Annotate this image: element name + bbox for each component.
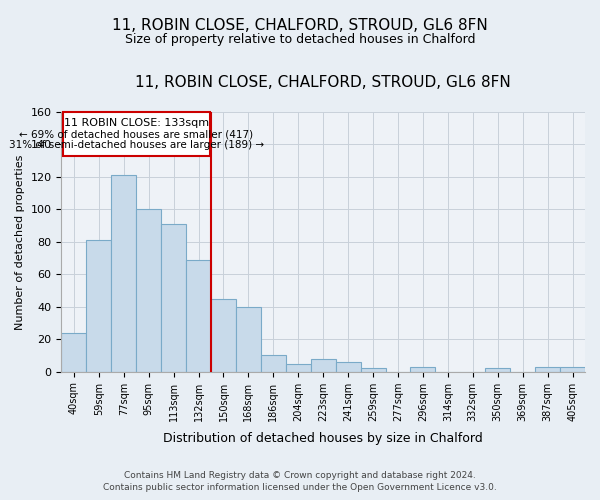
Text: ← 69% of detached houses are smaller (417): ← 69% of detached houses are smaller (41… bbox=[19, 129, 253, 139]
Bar bbox=[485, 368, 510, 372]
Bar bbox=[62, 112, 210, 156]
Bar bbox=[236, 306, 261, 372]
Bar bbox=[535, 367, 560, 372]
Text: Contains HM Land Registry data © Crown copyright and database right 2024.: Contains HM Land Registry data © Crown c… bbox=[124, 471, 476, 480]
Bar bbox=[560, 367, 585, 372]
Bar bbox=[311, 358, 335, 372]
Text: 11, ROBIN CLOSE, CHALFORD, STROUD, GL6 8FN: 11, ROBIN CLOSE, CHALFORD, STROUD, GL6 8… bbox=[112, 18, 488, 32]
X-axis label: Distribution of detached houses by size in Chalford: Distribution of detached houses by size … bbox=[163, 432, 483, 445]
Text: Size of property relative to detached houses in Chalford: Size of property relative to detached ho… bbox=[125, 32, 475, 46]
Bar bbox=[136, 210, 161, 372]
Bar bbox=[186, 260, 211, 372]
Y-axis label: Number of detached properties: Number of detached properties bbox=[15, 154, 25, 330]
Text: 11 ROBIN CLOSE: 133sqm: 11 ROBIN CLOSE: 133sqm bbox=[64, 118, 209, 128]
Bar bbox=[361, 368, 386, 372]
Bar bbox=[335, 362, 361, 372]
Text: Contains public sector information licensed under the Open Government Licence v3: Contains public sector information licen… bbox=[103, 484, 497, 492]
Bar bbox=[211, 298, 236, 372]
Bar bbox=[261, 356, 286, 372]
Bar bbox=[410, 367, 436, 372]
Bar bbox=[86, 240, 111, 372]
Text: 31% of semi-detached houses are larger (189) →: 31% of semi-detached houses are larger (… bbox=[8, 140, 264, 149]
Bar bbox=[161, 224, 186, 372]
Bar bbox=[111, 176, 136, 372]
Bar bbox=[61, 332, 86, 372]
Bar bbox=[286, 364, 311, 372]
Title: 11, ROBIN CLOSE, CHALFORD, STROUD, GL6 8FN: 11, ROBIN CLOSE, CHALFORD, STROUD, GL6 8… bbox=[136, 75, 511, 90]
